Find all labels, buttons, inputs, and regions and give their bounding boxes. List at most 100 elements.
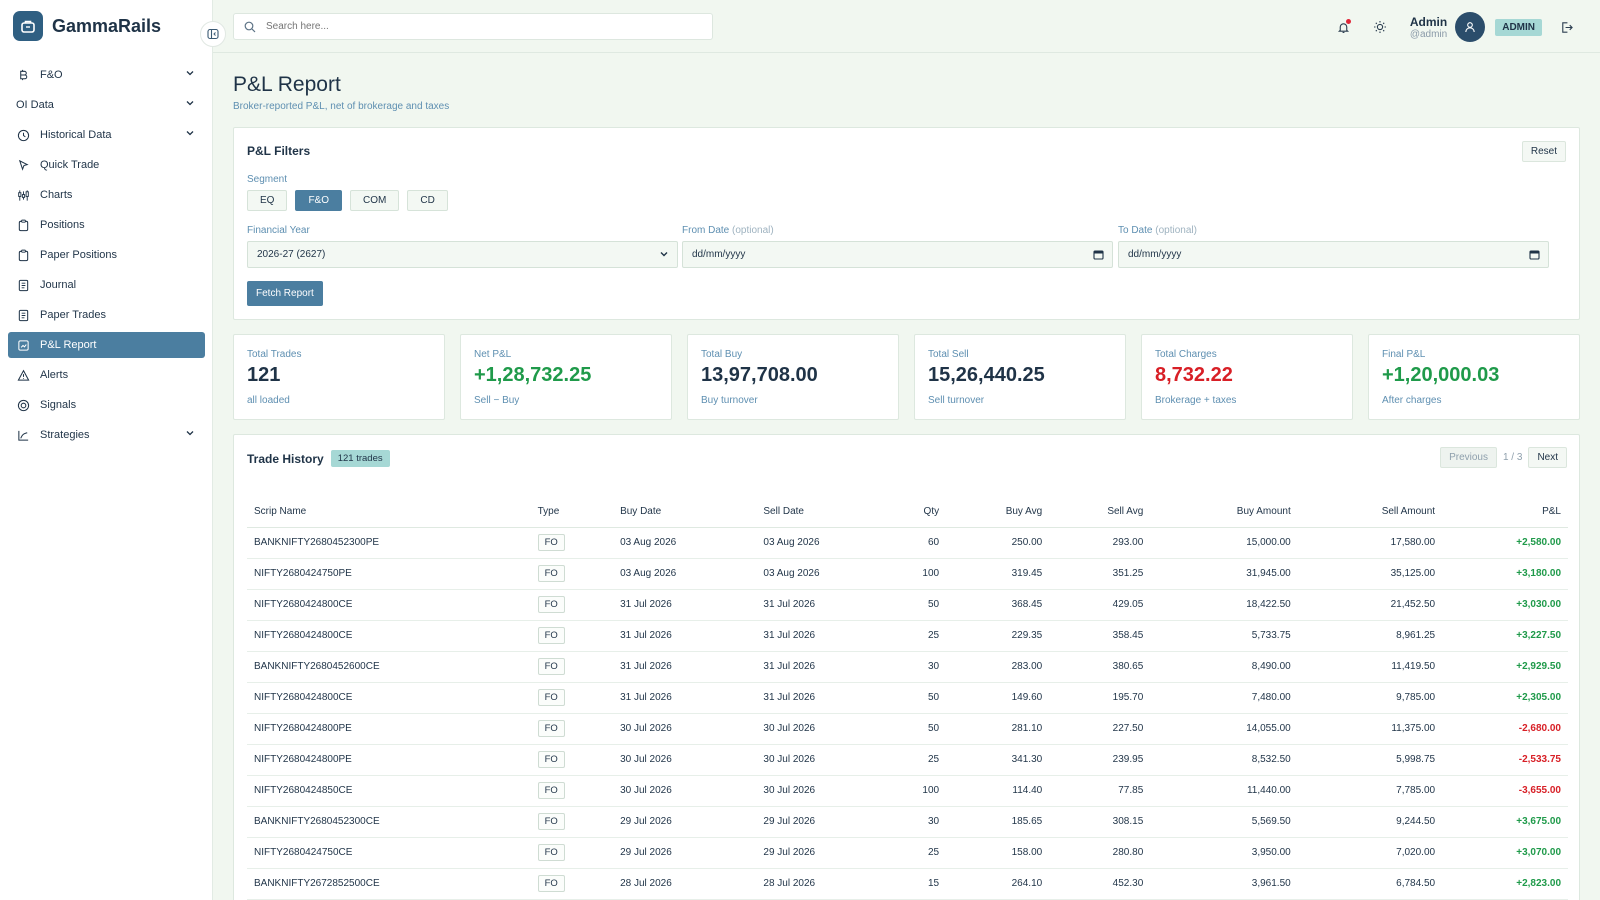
financial-year-value: 2026-27 (2627) — [257, 249, 326, 260]
sidebar-item-fando[interactable]: F&O — [8, 62, 205, 88]
calendar-icon — [1093, 250, 1104, 260]
sidebar-toggle-button[interactable] — [200, 21, 226, 47]
brand[interactable]: GammaRails — [13, 11, 161, 41]
cell-buy-avg: 114.40 — [946, 775, 1050, 807]
table-row[interactable]: NIFTY2680424750CE FO 29 Jul 2026 29 Jul 202… — [247, 837, 1568, 869]
type-cell: FO — [530, 744, 614, 776]
cell-qty: 50 — [899, 713, 947, 745]
cell-qty: 100 — [899, 558, 947, 590]
segment-com-button[interactable]: COM — [350, 190, 400, 211]
sidebar-item-label: Paper Positions — [40, 249, 118, 261]
cell-buy-amount: 18,422.50 — [1150, 589, 1298, 621]
cell-sell-amount: 9,244.50 — [1297, 806, 1443, 838]
cell-sell-date: 03 Aug 2026 — [756, 558, 900, 590]
sidebar-item-signals[interactable]: Signals — [8, 392, 205, 418]
user-info: Admin @admin — [1410, 15, 1447, 40]
cell-sell-avg: 351.25 — [1049, 558, 1151, 590]
from-date-label: From Date (optional) — [682, 225, 774, 236]
reset-button[interactable]: Reset — [1521, 141, 1566, 162]
sidebar-item-quick-trade[interactable]: Quick Trade — [8, 152, 205, 178]
table-row[interactable]: BANKNIFTY2680452600CE FO 31 Jul 2026 31 Jul… — [247, 651, 1568, 683]
report-icon — [16, 338, 30, 352]
cell-scrip-name: NIFTY2680424750PE — [247, 558, 531, 590]
table-row[interactable]: NIFTY2680424800PE FO 30 Jul 2026 30 Jul 202… — [247, 744, 1568, 776]
sun-icon — [1373, 21, 1386, 33]
fetch-report-button[interactable]: Fetch Report — [247, 281, 323, 306]
cell-buy-date: 31 Jul 2026 — [613, 620, 757, 652]
cell-sell-date: 31 Jul 2026 — [756, 682, 900, 714]
stat-value: 8,732.22 — [1155, 364, 1233, 386]
table-row[interactable]: NIFTY2680424800CE FO 31 Jul 2026 31 Jul 202… — [247, 682, 1568, 714]
sidebar-item-alerts[interactable]: Alerts — [8, 362, 205, 388]
segment-label: Segment — [247, 174, 288, 185]
sidebar-item-label: Historical Data — [40, 129, 112, 141]
table-row[interactable]: BANKNIFTY2680452300PE FO 03 Aug 2026 03 Aug… — [247, 527, 1568, 559]
notifications-button[interactable] — [1332, 15, 1356, 39]
column-header-buy-date[interactable]: Buy Date — [613, 497, 757, 528]
sidebar: GammaRails F&O OI Data Historical Data Quic… — [0, 0, 213, 900]
to-date-input[interactable]: dd/mm/yyyy — [1118, 241, 1549, 268]
column-header-sell-date[interactable]: Sell Date — [756, 497, 900, 528]
sidebar-item-historical-data[interactable]: Historical Data — [8, 122, 205, 148]
segment-cd-button[interactable]: CD — [407, 190, 448, 211]
sidebar-item-charts[interactable]: Charts — [8, 182, 205, 208]
column-header-scrip-name[interactable]: Scrip Name — [247, 497, 531, 528]
sidebar-item-paper-trades[interactable]: Paper Trades — [8, 302, 205, 328]
cell-pandl: +3,675.00 — [1442, 806, 1568, 838]
logout-button[interactable] — [1554, 15, 1578, 39]
column-header-sell-amount[interactable]: Sell Amount — [1297, 497, 1443, 528]
column-header-buy-amount[interactable]: Buy Amount — [1150, 497, 1298, 528]
sidebar-item-positions[interactable]: Positions — [8, 212, 205, 238]
search-input[interactable] — [266, 21, 666, 32]
table-row[interactable]: BANKNIFTY2672852500CE FO 28 Jul 2026 28 Jul… — [247, 868, 1568, 900]
cell-buy-date: 28 Jul 2026 — [613, 868, 757, 900]
cell-qty: 25 — [899, 620, 947, 652]
column-header-sell-avg[interactable]: Sell Avg — [1049, 497, 1151, 528]
theme-toggle-button[interactable] — [1368, 15, 1392, 39]
logout-icon — [1561, 21, 1573, 33]
previous-page-button[interactable]: Previous — [1440, 447, 1497, 468]
table-row[interactable]: BANKNIFTY2680452300CE FO 29 Jul 2026 29 Jul… — [247, 806, 1568, 838]
table-row[interactable]: NIFTY2680424800PE FO 30 Jul 2026 30 Jul 202… — [247, 713, 1568, 745]
pagination: Previous 1 / 3 Next — [1440, 447, 1567, 468]
type-cell: FO — [530, 558, 614, 590]
from-date-input[interactable]: dd/mm/yyyy — [682, 241, 1113, 268]
cell-sell-date: 29 Jul 2026 — [756, 806, 900, 838]
cell-scrip-name: NIFTY2680424800PE — [247, 744, 531, 776]
candlestick-icon — [16, 188, 30, 202]
table-row[interactable]: NIFTY2680424850CE FO 30 Jul 2026 30 Jul 202… — [247, 775, 1568, 807]
avatar[interactable] — [1455, 12, 1486, 42]
search-box[interactable] — [233, 13, 713, 40]
next-page-button[interactable]: Next — [1528, 447, 1567, 468]
bell-icon — [1338, 22, 1350, 33]
column-header-pandl[interactable]: P&L — [1442, 497, 1568, 528]
sidebar-item-strategies[interactable]: Strategies — [8, 422, 205, 448]
sidebar-item-pandl-report[interactable]: P&L Report — [8, 332, 205, 358]
cell-qty: 25 — [899, 744, 947, 776]
table-row[interactable]: NIFTY2680424800CE FO 31 Jul 2026 31 Jul 202… — [247, 620, 1568, 652]
financial-year-select[interactable]: 2026-27 (2627) — [247, 241, 678, 268]
segment-eq-button[interactable]: EQ — [247, 190, 288, 211]
column-header-type[interactable]: Type — [530, 497, 614, 528]
table-row[interactable]: NIFTY2680424750PE FO 03 Aug 2026 03 Aug 202… — [247, 558, 1568, 590]
type-badge: FO — [537, 782, 565, 799]
cell-sell-amount: 7,020.00 — [1297, 837, 1443, 869]
user-icon — [1465, 22, 1475, 33]
sidebar-item-paper-positions[interactable]: Paper Positions — [8, 242, 205, 268]
cell-buy-date: 30 Jul 2026 — [613, 713, 757, 745]
cell-pandl: +2,929.50 — [1442, 651, 1568, 683]
notebook-icon — [16, 308, 30, 322]
sidebar-item-label: P&L Report — [40, 339, 97, 351]
sidebar-item-journal[interactable]: Journal — [8, 272, 205, 298]
column-header-buy-avg[interactable]: Buy Avg — [946, 497, 1050, 528]
column-header-qty[interactable]: Qty — [899, 497, 947, 528]
stat-caption: Sell turnover — [928, 395, 985, 406]
cell-sell-avg: 280.80 — [1049, 837, 1151, 869]
sidebar-item-oi-data[interactable]: OI Data — [8, 92, 205, 118]
segment-fando-button[interactable]: F&O — [295, 190, 343, 211]
cell-buy-avg: 250.00 — [946, 527, 1050, 559]
table-row[interactable]: NIFTY2680424800CE FO 31 Jul 2026 31 Jul 202… — [247, 589, 1568, 621]
cell-scrip-name: NIFTY2680424800PE — [247, 713, 531, 745]
cell-pandl: +2,305.00 — [1442, 682, 1568, 714]
cell-qty: 50 — [899, 589, 947, 621]
